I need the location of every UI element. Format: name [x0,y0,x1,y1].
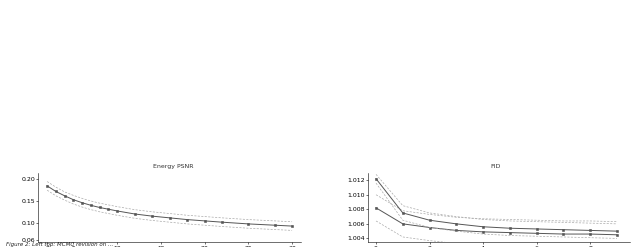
Text: Energy PSNR: Energy PSNR [152,164,193,169]
Text: FID: FID [491,164,501,169]
Text: Figure 2: Left top: MCMC revision on ...: Figure 2: Left top: MCMC revision on ... [6,242,114,247]
